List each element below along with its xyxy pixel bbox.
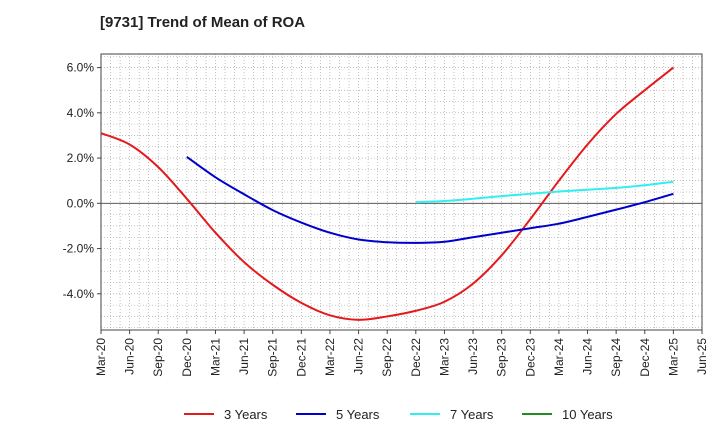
x-tick-label: Jun-20 <box>123 338 137 375</box>
x-tick-label: Jun-24 <box>581 338 595 375</box>
y-tick-label: 2.0% <box>67 151 95 165</box>
x-tick-label: Sep-22 <box>380 338 394 377</box>
x-tick-label: Mar-24 <box>552 338 566 376</box>
x-tick-label: Dec-20 <box>180 338 194 377</box>
x-tick-label: Jun-21 <box>237 338 251 375</box>
series-line-5-years <box>186 156 674 244</box>
x-tick-label: Sep-21 <box>266 338 280 377</box>
x-tick-label: Dec-23 <box>523 338 537 377</box>
x-tick-label: Dec-22 <box>409 338 423 377</box>
x-tick-label: Sep-24 <box>609 338 623 377</box>
x-tick-label: Sep-20 <box>151 338 165 377</box>
x-tick-label: Mar-25 <box>666 338 680 376</box>
x-tick-label: Mar-22 <box>323 338 337 376</box>
y-tick-label: -2.0% <box>63 242 95 256</box>
x-tick-label: Jun-25 <box>695 338 709 375</box>
x-tick-label: Dec-24 <box>638 338 652 377</box>
x-tick-label: Jun-23 <box>466 338 480 375</box>
y-tick-label: 4.0% <box>67 106 95 120</box>
x-tick-label: Dec-21 <box>294 338 308 377</box>
legend-label-5-years: 5 Years <box>336 407 380 422</box>
series-line-7-years <box>415 180 674 204</box>
x-tick-label: Mar-20 <box>94 338 108 376</box>
legend-label-3-years: 3 Years <box>224 407 268 422</box>
y-tick-label: 6.0% <box>67 61 95 75</box>
legend-label-7-years: 7 Years <box>450 407 494 422</box>
plot-border <box>100 53 703 331</box>
series-line-3-years <box>100 66 675 321</box>
x-tick-label: Mar-21 <box>208 338 222 376</box>
y-tick-label: 0.0% <box>67 196 95 210</box>
x-tick-label: Jun-22 <box>352 338 366 375</box>
x-tick-label: Mar-23 <box>437 338 451 376</box>
chart-title: [9731] Trend of Mean of ROA <box>100 14 306 31</box>
y-tick-label: -4.0% <box>63 287 95 301</box>
legend-label-10-years: 10 Years <box>562 407 613 422</box>
x-tick-label: Sep-23 <box>495 338 509 377</box>
